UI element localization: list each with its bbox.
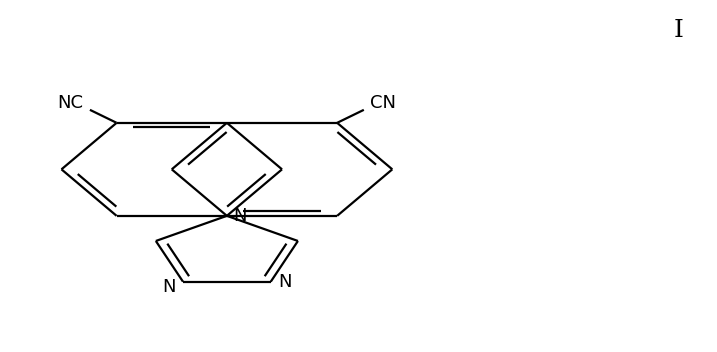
- Text: NC: NC: [58, 94, 84, 112]
- Text: N: N: [162, 278, 176, 296]
- Text: CN: CN: [370, 94, 396, 112]
- Text: I: I: [674, 19, 683, 42]
- Text: N: N: [233, 207, 247, 225]
- Text: N: N: [278, 273, 292, 291]
